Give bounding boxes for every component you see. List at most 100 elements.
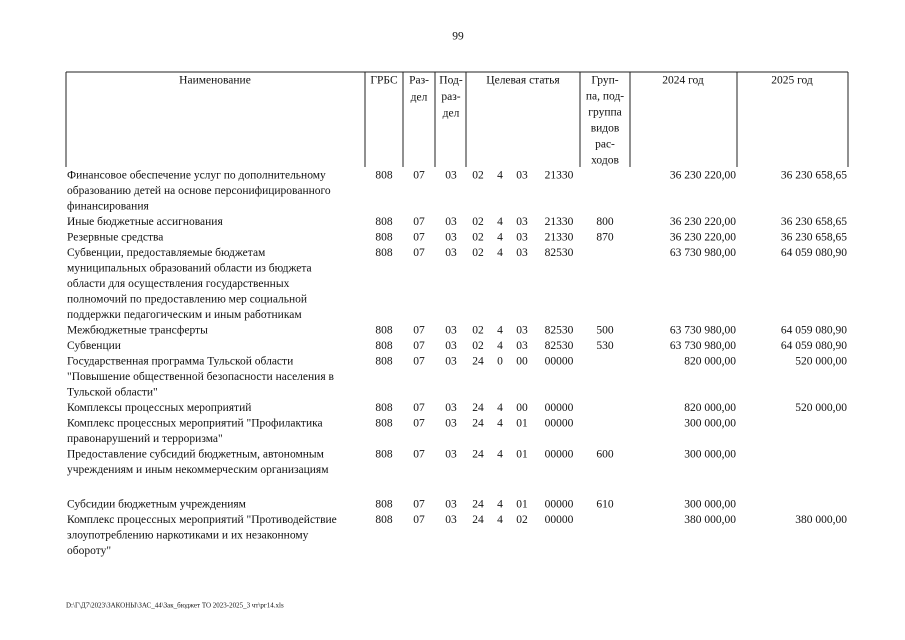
row-name: Комплексы процессных мероприятий [67, 402, 251, 414]
cell: 03 [445, 449, 457, 461]
cell: 808 [375, 499, 393, 511]
cell: 808 [375, 216, 393, 228]
cell: 07 [413, 325, 425, 337]
header-cell: видов [591, 123, 620, 135]
cell: 00000 [545, 356, 574, 368]
row-name: Резервные средства [67, 232, 163, 244]
cell: 4 [497, 247, 503, 259]
cell: 24 [472, 356, 484, 368]
cell: 24 [472, 449, 484, 461]
cell: 21330 [545, 232, 574, 244]
amount: 520 000,00 [795, 402, 847, 414]
amount: 520 000,00 [795, 356, 847, 368]
cell: 03 [516, 232, 528, 244]
cell: 4 [497, 232, 503, 244]
amount: 64 059 080,90 [781, 340, 847, 352]
row-name: обороту" [67, 545, 111, 557]
cell: 07 [413, 402, 425, 414]
header-cell: дел [411, 92, 428, 104]
cell: 800 [596, 216, 614, 228]
row-name: Субвенции, предоставляемые бюджетам [67, 247, 266, 259]
row-name: Субвенции [67, 340, 121, 352]
cell: 03 [445, 216, 457, 228]
row-name: Государственная программа Тульской облас… [67, 356, 293, 368]
cell: 4 [497, 449, 503, 461]
amount: 63 730 980,00 [670, 340, 736, 352]
cell: 0 [497, 356, 503, 368]
amount: 36 230 220,00 [670, 232, 736, 244]
cell: 808 [375, 418, 393, 430]
row-name: злоупотреблению наркотиками и их незакон… [67, 530, 309, 542]
cell: 4 [497, 418, 503, 430]
amount: 36 230 220,00 [670, 216, 736, 228]
cell: 808 [375, 402, 393, 414]
cell: 02 [472, 340, 484, 352]
amount: 380 000,00 [684, 514, 736, 526]
cell: 808 [375, 449, 393, 461]
header-cell: дел [443, 108, 460, 120]
cell: 03 [516, 170, 528, 182]
cell: 21330 [545, 216, 574, 228]
amount: 36 230 220,00 [670, 170, 736, 182]
header-cell: ГРБС [370, 75, 398, 87]
row-name: поддержки педагогическим и иным работник… [67, 309, 302, 321]
cell: 21330 [545, 170, 574, 182]
cell: 00 [516, 356, 528, 368]
cell: 610 [596, 499, 614, 511]
row-name: Тульской области" [67, 387, 158, 399]
header-borders [65, 71, 849, 167]
cell: 500 [596, 325, 614, 337]
cell: 01 [516, 418, 528, 430]
cell: 02 [472, 247, 484, 259]
header-cell: 2024 год [662, 75, 704, 87]
cell: 24 [472, 418, 484, 430]
amount: 820 000,00 [684, 402, 736, 414]
row-name: правонарушений и терроризма" [67, 433, 223, 445]
cell: 00000 [545, 499, 574, 511]
cell: 808 [375, 356, 393, 368]
cell: 4 [497, 402, 503, 414]
row-name: Межбюджетные трансферты [67, 325, 208, 337]
cell: 808 [375, 514, 393, 526]
header-cell: па, под- [586, 91, 624, 103]
header-cell: 2025 год [771, 75, 813, 87]
header-cell: Наименование [179, 75, 251, 87]
cell: 03 [516, 216, 528, 228]
cell: 600 [596, 449, 614, 461]
cell: 03 [445, 325, 457, 337]
cell: 808 [375, 340, 393, 352]
cell: 03 [445, 499, 457, 511]
cell: 00000 [545, 402, 574, 414]
header-cell: ходов [591, 155, 619, 167]
cell: 00000 [545, 449, 574, 461]
row-name: Комплекс процессных мероприятий "Противо… [67, 514, 337, 526]
cell: 02 [516, 514, 528, 526]
cell: 03 [445, 514, 457, 526]
amount: 64 059 080,90 [781, 325, 847, 337]
cell: 00000 [545, 514, 574, 526]
row-name: "Повышение общественной безопасности нас… [67, 371, 334, 383]
header-cell: Под- [439, 75, 463, 87]
cell: 808 [375, 170, 393, 182]
cell: 07 [413, 356, 425, 368]
row-name: финансирования [67, 201, 149, 213]
cell: 4 [497, 340, 503, 352]
amount: 36 230 658,65 [781, 170, 847, 182]
cell: 01 [516, 499, 528, 511]
cell: 07 [413, 170, 425, 182]
cell: 530 [596, 340, 614, 352]
cell: 808 [375, 232, 393, 244]
header-cell: рас- [595, 139, 615, 151]
amount: 820 000,00 [684, 356, 736, 368]
cell: 82530 [545, 340, 574, 352]
row-name: Финансовое обеспечение услуг по дополнит… [67, 170, 326, 182]
cell: 00 [516, 402, 528, 414]
header-cell: группа [588, 107, 621, 119]
cell: 03 [445, 402, 457, 414]
header-cell: Раз- [409, 75, 429, 87]
cell: 02 [472, 170, 484, 182]
amount: 300 000,00 [684, 499, 736, 511]
cell: 07 [413, 418, 425, 430]
cell: 808 [375, 247, 393, 259]
